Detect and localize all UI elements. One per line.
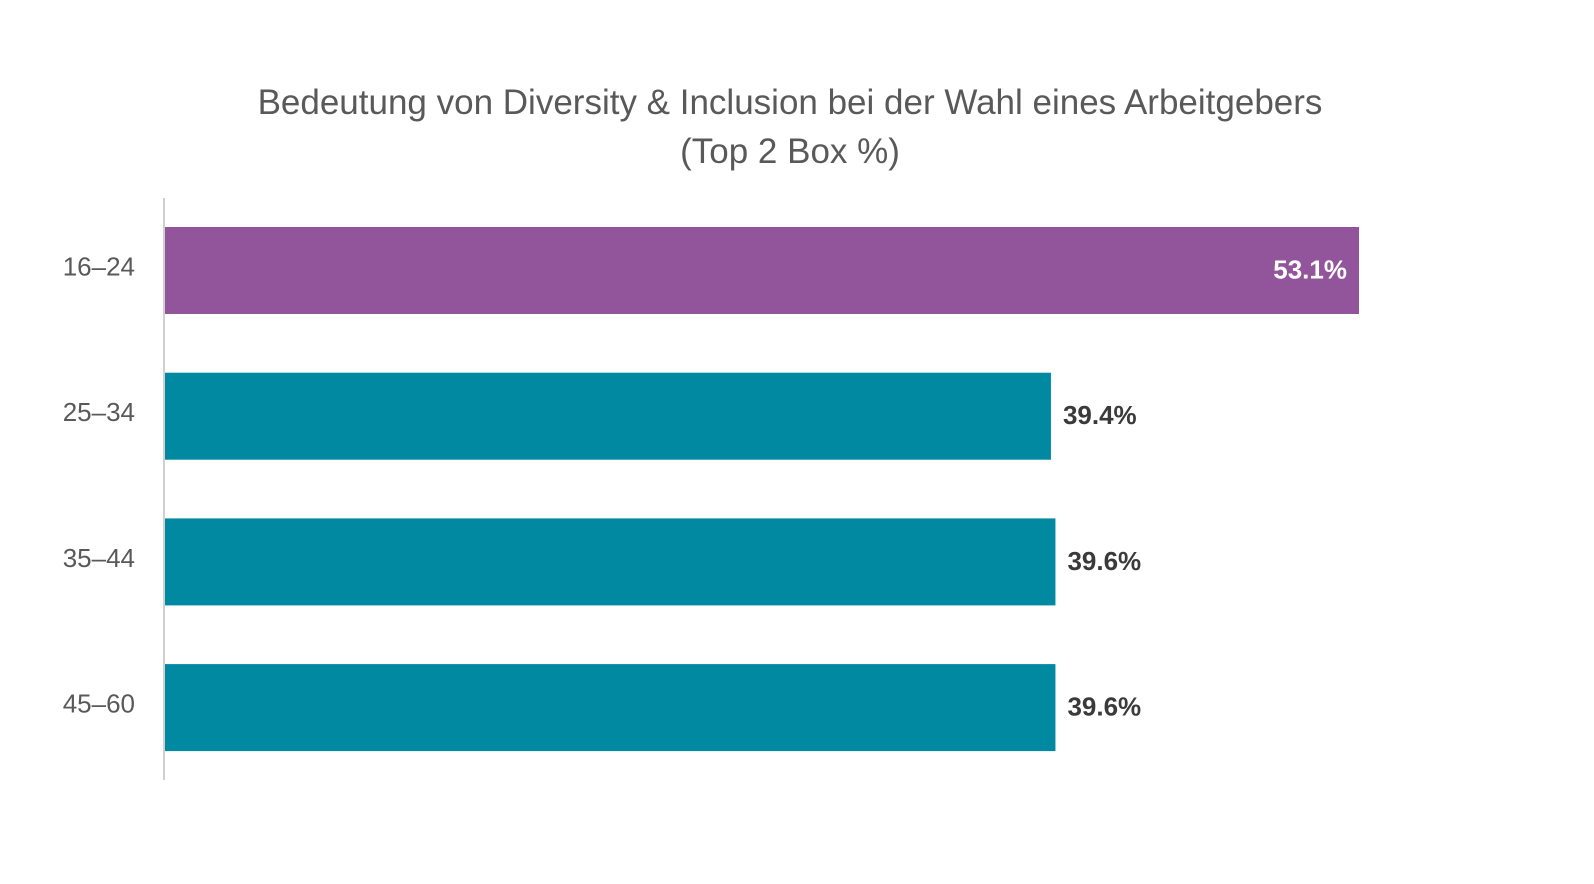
category-label: 25–34 xyxy=(63,397,135,427)
chart-title: Bedeutung von Diversity & Inclusion bei … xyxy=(258,83,1323,122)
value-label: 53.1% xyxy=(1273,254,1347,284)
category-label: 35–44 xyxy=(63,543,135,573)
bars-group: 16–24 53.1% 25–34 39.4% 35–44 39.6% 45–60 39.6% xyxy=(63,227,1359,752)
category-label: 16–24 xyxy=(63,251,135,281)
bar-16–24 xyxy=(165,227,1359,314)
value-label: 39.6% xyxy=(1067,546,1141,576)
category-label: 45–60 xyxy=(63,688,135,718)
value-label: 39.6% xyxy=(1067,691,1141,721)
chart-subtitle: (Top 2 Box %) xyxy=(680,132,900,171)
bar-35–44 xyxy=(165,518,1056,606)
bar-25–34 xyxy=(165,372,1051,460)
value-label: 39.4% xyxy=(1063,400,1137,430)
bar-45–60 xyxy=(165,664,1056,752)
